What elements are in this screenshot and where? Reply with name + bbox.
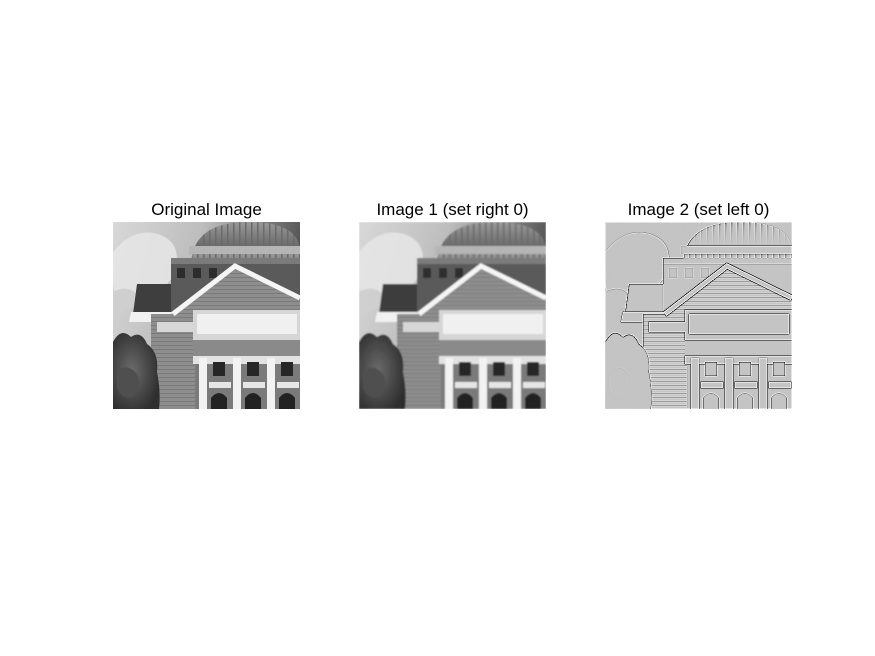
panel-title: Image 1 (set right 0) [376,200,529,219]
panel-original-image: Original Image [113,198,300,409]
panel-image-2: Image 2 (set left 0) [605,198,792,409]
panel-image-1: Image 1 (set right 0) [359,198,546,409]
building-photo-lowpass [359,222,546,409]
building-photo-original [113,222,300,409]
panel-title: Image 2 (set left 0) [627,200,770,219]
building-photo-highpass [605,222,792,409]
panel-title: Original Image [151,200,262,219]
